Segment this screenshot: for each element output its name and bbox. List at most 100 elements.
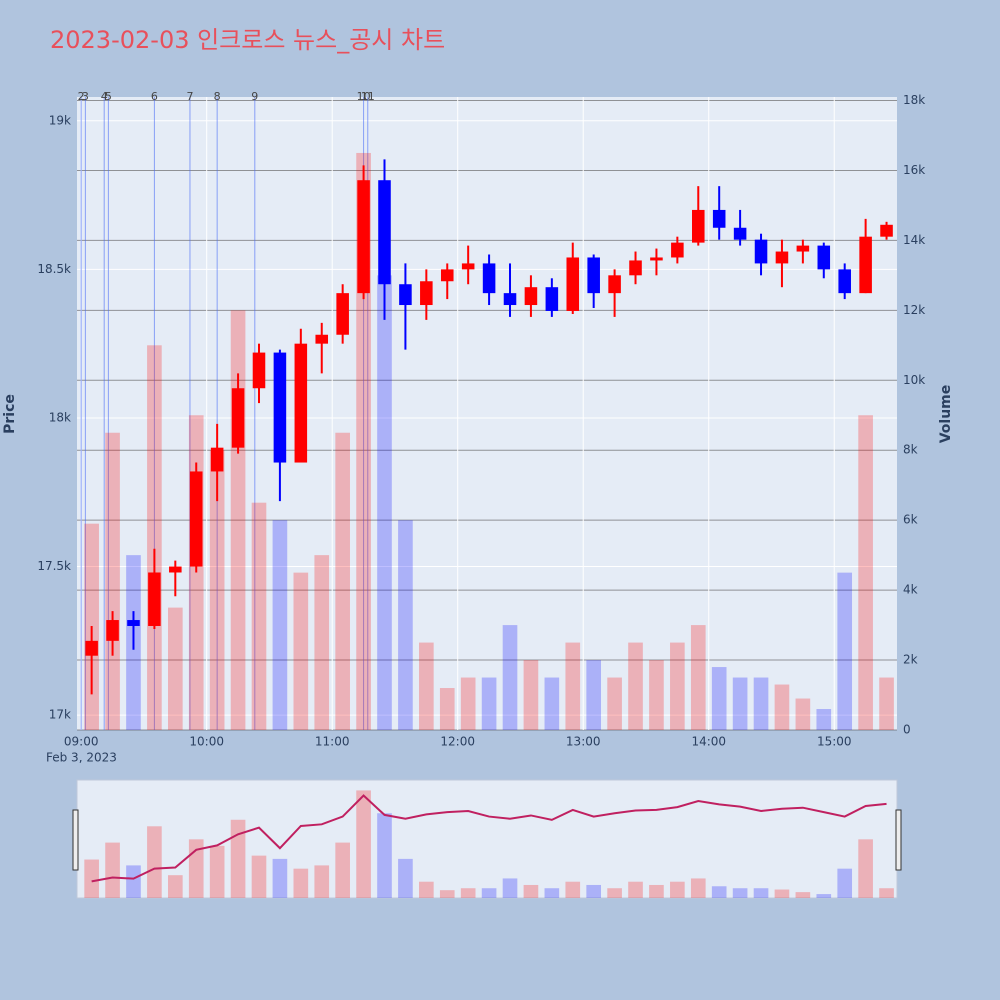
x-tick-label: 11:00 (315, 735, 350, 749)
volume-bar (690, 625, 706, 730)
news-label: 9 (251, 90, 258, 103)
news-label: 4 (101, 90, 108, 103)
slider-volume-bar (774, 889, 790, 898)
candle-body (524, 287, 538, 306)
slider-volume-bar (293, 868, 309, 898)
candle-body (231, 388, 245, 448)
slider-volume-bar (84, 859, 99, 898)
y2-tick-label: 8k (903, 443, 918, 457)
y-tick-label: 17k (49, 708, 71, 722)
candle-body (148, 572, 161, 626)
candle-body (754, 239, 768, 264)
candle-body (378, 180, 391, 285)
slider-volume-bar (795, 892, 811, 898)
slider-volume-bar (147, 826, 162, 898)
volume-bar (628, 642, 643, 730)
slider-volume-bar (251, 855, 267, 898)
news-label: 11 (361, 90, 375, 103)
slider-volume-bar (732, 888, 748, 898)
slider-volume-bar (377, 813, 392, 898)
y-tick-label: 17.5k (37, 559, 71, 573)
volume-bar (732, 677, 748, 730)
candle-body (796, 245, 810, 252)
volume-bar (711, 667, 727, 730)
slider-volume-bar (167, 875, 183, 898)
x-tick-label: 10:00 (189, 735, 224, 749)
volume-bar (167, 607, 183, 730)
plot-area (77, 97, 897, 730)
y-tick-label: 19k (49, 113, 71, 127)
slider-volume-bar (356, 790, 371, 898)
slider-volume-bar (565, 881, 581, 898)
candle-body (650, 257, 663, 261)
y2-tick-label: 16k (903, 163, 925, 177)
slider-volume-bar (105, 842, 120, 898)
candle-body (85, 640, 98, 656)
candle-body (127, 620, 140, 626)
news-label: 10 (357, 90, 371, 103)
x-date-label: Feb 3, 2023 (46, 751, 117, 765)
slider-price-line (91, 794, 887, 883)
candle-body (169, 566, 182, 573)
y2-tick-label: 0 (903, 723, 911, 737)
candle-body (210, 447, 224, 472)
volume-bar (565, 642, 581, 730)
volume-bar (188, 415, 204, 730)
slider-volume-bar (209, 845, 225, 898)
slider-volume-bar (586, 884, 602, 898)
candle-body (315, 334, 329, 344)
volume-bar (481, 677, 497, 730)
candle-body (838, 269, 851, 294)
volume-bar (607, 677, 622, 730)
volume-bar (147, 345, 162, 730)
volume-bar (272, 520, 288, 730)
volume-bar (356, 152, 371, 730)
volume-bar (230, 310, 246, 730)
chart-title: 2023-02-03 인크로스 뉴스_공시 차트 (50, 26, 445, 54)
slider-volume-bar (335, 842, 350, 898)
slider-volume-bar (272, 858, 288, 898)
candle-body (545, 287, 559, 311)
slider-volume-bar (126, 865, 141, 898)
candle-body (817, 245, 831, 270)
candle-body (503, 293, 517, 306)
candle-body (252, 352, 266, 389)
volume-bar (774, 684, 790, 730)
volume-bar (544, 677, 560, 730)
volume-bar (398, 520, 413, 730)
x-tick-label: 14:00 (691, 735, 726, 749)
y2-tick-label: 12k (903, 303, 925, 317)
volume-bar (523, 660, 539, 730)
candle-body (106, 620, 119, 641)
x-tick-label: 15:00 (817, 735, 852, 749)
news-label: 8 (214, 90, 221, 103)
news-label: 2 (78, 90, 85, 103)
y2-tick-label: 10k (903, 373, 925, 387)
volume-bar (879, 677, 894, 730)
y2-tick-label: 14k (903, 233, 925, 247)
volume-bar (251, 502, 267, 730)
volume-bar (649, 660, 664, 730)
slider-volume-bar (711, 886, 727, 898)
volume-bar (795, 698, 811, 730)
volume-bar (377, 275, 392, 730)
candle-body (608, 275, 621, 294)
slider-volume-bar (419, 881, 434, 898)
volume-bar (105, 432, 120, 730)
volume-bar (293, 572, 309, 730)
volume-bar (816, 709, 832, 730)
candle-body (189, 471, 203, 567)
slider-volume-bar (502, 878, 518, 898)
candle-body (440, 269, 454, 282)
candle-body (336, 293, 349, 335)
y2-axis-title: Volume (938, 385, 954, 444)
slider-volume-bar (879, 888, 894, 898)
y-tick-label: 18k (49, 410, 71, 424)
slider-volume-bar (398, 858, 413, 898)
slider-volume-bar (439, 890, 455, 898)
candle-body (692, 209, 705, 243)
candle-body (712, 209, 726, 228)
slider-volume-bar (481, 888, 497, 898)
news-label: 6 (151, 90, 158, 103)
